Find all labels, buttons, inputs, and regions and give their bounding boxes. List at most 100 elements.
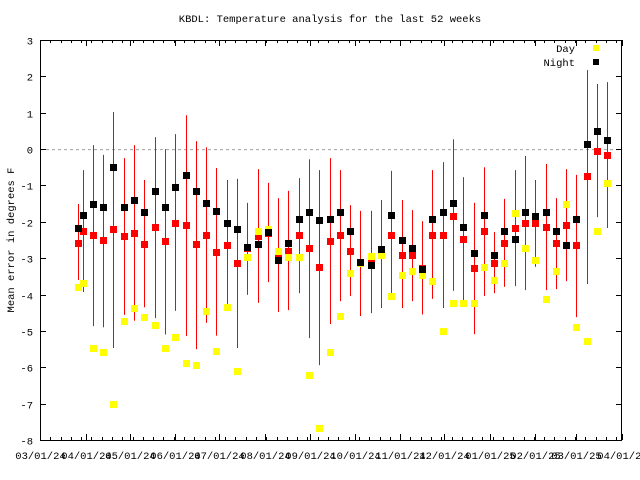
day-point	[553, 268, 560, 275]
legend-label-night: Night	[543, 58, 575, 70]
y-tick-label: -6	[20, 364, 33, 376]
mean-point	[532, 220, 539, 227]
day-point	[399, 272, 406, 279]
mean-point	[275, 252, 282, 259]
x-tick-label: 05/01/24	[105, 451, 155, 463]
night-point	[213, 208, 220, 215]
day-point	[604, 180, 611, 187]
mean-point	[183, 222, 190, 229]
x-tick-label: 01/01/25	[465, 451, 515, 463]
x-tick-label: 11/01/24	[375, 451, 425, 463]
mean-point	[573, 242, 580, 249]
day-point	[450, 300, 457, 307]
mean-point	[224, 242, 231, 249]
mean-point	[100, 237, 107, 244]
mean-point	[121, 233, 128, 240]
day-point	[110, 401, 117, 408]
day-point	[152, 322, 159, 329]
night-point	[378, 246, 385, 253]
day-point	[193, 362, 200, 369]
chart-title: KBDL: Temperature analysis for the last …	[179, 14, 481, 26]
mean-point	[440, 232, 447, 239]
night-point	[183, 172, 190, 179]
y-tick-label: -8	[20, 437, 33, 449]
day-point	[481, 264, 488, 271]
night-point	[162, 204, 169, 211]
day-point	[131, 305, 138, 312]
night-point	[553, 228, 560, 235]
night-point	[399, 237, 406, 244]
night-point	[234, 226, 241, 233]
night-point	[491, 252, 498, 259]
night-point	[584, 141, 591, 148]
night-point	[368, 262, 375, 269]
mean-point	[429, 232, 436, 239]
day-point	[543, 296, 550, 303]
day-point	[203, 308, 210, 315]
mean-point	[501, 240, 508, 247]
legend-marker-night	[593, 59, 599, 65]
mean-point	[584, 173, 591, 180]
y-tick-label: -3	[20, 255, 33, 267]
mean-point	[553, 240, 560, 247]
night-point	[265, 229, 272, 236]
day-point	[347, 270, 354, 277]
day-point	[162, 345, 169, 352]
day-point	[75, 284, 82, 291]
mean-point	[471, 265, 478, 272]
night-point	[296, 216, 303, 223]
night-point	[203, 200, 210, 207]
night-point	[255, 241, 262, 248]
night-point	[450, 200, 457, 207]
mean-point	[512, 225, 519, 232]
day-point	[80, 280, 87, 287]
legend: Day Night	[543, 44, 599, 70]
day-point	[471, 300, 478, 307]
night-point	[224, 220, 231, 227]
y-tick-label: -7	[20, 401, 33, 413]
x-tick-label: 09/01/24	[285, 451, 335, 463]
mean-point	[563, 222, 570, 229]
mean-point	[203, 232, 210, 239]
mean-point	[594, 148, 601, 155]
night-point	[172, 184, 179, 191]
mean-point	[604, 152, 611, 159]
x-tick-label: 08/01/24	[240, 451, 290, 463]
day-point	[419, 272, 426, 279]
night-point	[193, 188, 200, 195]
night-point	[357, 259, 364, 266]
night-point	[481, 212, 488, 219]
day-point	[491, 277, 498, 284]
mean-point	[481, 228, 488, 235]
day-point	[172, 334, 179, 341]
day-point	[584, 338, 591, 345]
mean-point	[255, 233, 262, 240]
night-point	[522, 209, 529, 216]
y-tick-label: -2	[20, 219, 33, 231]
mean-point	[213, 249, 220, 256]
day-point	[224, 304, 231, 311]
mean-point	[450, 213, 457, 220]
night-point	[100, 204, 107, 211]
plot-border	[40, 40, 622, 441]
day-point	[512, 210, 519, 217]
night-point	[409, 245, 416, 252]
day-point	[388, 293, 395, 300]
night-point	[429, 216, 436, 223]
day-point	[234, 368, 241, 375]
mean-point	[543, 224, 550, 231]
day-point	[409, 268, 416, 275]
mean-point	[388, 232, 395, 239]
day-point	[327, 349, 334, 356]
mean-point	[234, 260, 241, 267]
day-point	[368, 253, 375, 260]
night-point	[285, 240, 292, 247]
mean-point	[409, 252, 416, 259]
day-point	[183, 360, 190, 367]
mean-point	[460, 236, 467, 243]
night-point	[244, 244, 251, 251]
night-point	[347, 228, 354, 235]
day-point	[100, 349, 107, 356]
x-tick-label: 02/01/25	[510, 451, 560, 463]
day-point	[440, 328, 447, 335]
